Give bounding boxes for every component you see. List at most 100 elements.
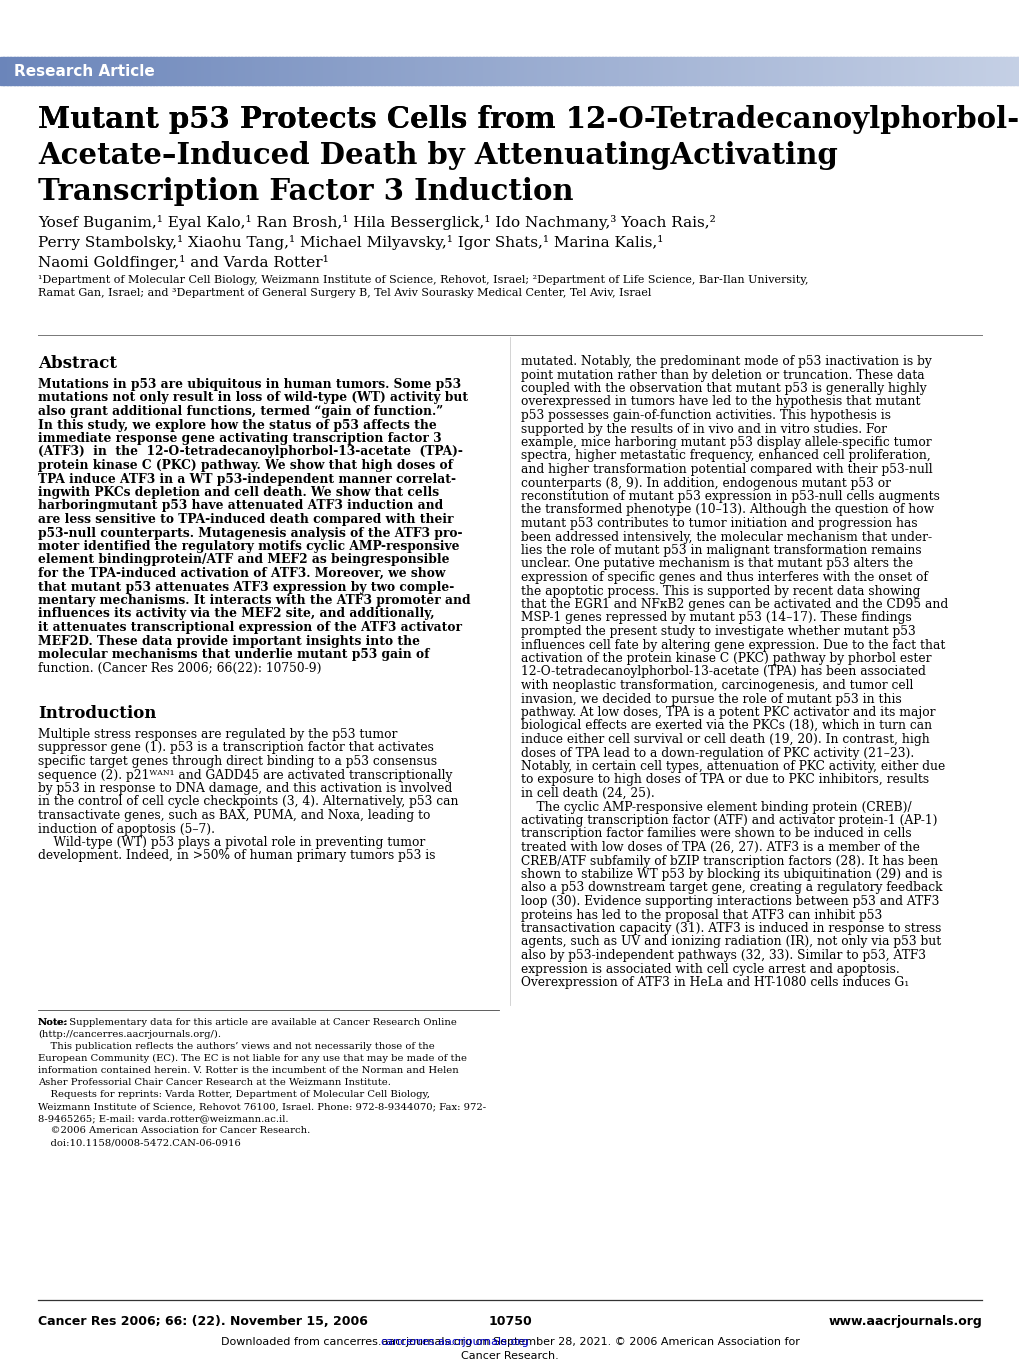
Text: counterparts (8, 9). In addition, endogenous mutant p53 or: counterparts (8, 9). In addition, endoge…	[521, 476, 891, 490]
Bar	[252, 57, 256, 85]
Text: transcription factor families were shown to be induced in cells: transcription factor families were shown…	[521, 827, 911, 841]
Bar	[680, 57, 684, 85]
Text: Research Article: Research Article	[14, 64, 155, 79]
Bar	[527, 57, 531, 85]
Bar	[343, 57, 347, 85]
Bar	[683, 57, 687, 85]
Bar	[792, 57, 796, 85]
Text: Perry Stambolsky,¹ Xiaohu Tang,¹ Michael Milyavsky,¹ Igor Shats,¹ Marina Kalis,¹: Perry Stambolsky,¹ Xiaohu Tang,¹ Michael…	[38, 235, 662, 250]
Bar	[815, 57, 819, 85]
Bar	[581, 57, 585, 85]
Bar	[547, 57, 551, 85]
Text: influences its activity via the MEF2 site, and additionally,: influences its activity via the MEF2 sit…	[38, 607, 434, 621]
Bar	[408, 57, 412, 85]
Bar	[74, 57, 79, 85]
Bar	[904, 57, 908, 85]
Bar	[333, 57, 337, 85]
Bar	[710, 57, 714, 85]
Bar	[418, 57, 422, 85]
Bar	[594, 57, 599, 85]
Bar	[571, 57, 575, 85]
Bar	[553, 57, 558, 85]
Bar	[812, 57, 816, 85]
Text: point mutation rather than by deletion or truncation. These data: point mutation rather than by deletion o…	[521, 369, 923, 381]
Bar	[897, 57, 901, 85]
Bar	[856, 57, 860, 85]
Text: invasion, we decided to pursue the role of mutant p53 in this: invasion, we decided to pursue the role …	[521, 692, 901, 706]
Text: spectra, higher metastatic frequency, enhanced cell proliferation,: spectra, higher metastatic frequency, en…	[521, 449, 930, 463]
Text: sequence (2). p21ᵂᴬᴺ¹ and GADD45 are activated transcriptionally: sequence (2). p21ᵂᴬᴺ¹ and GADD45 are act…	[38, 768, 452, 782]
Bar	[285, 57, 289, 85]
Text: Requests for reprints: Varda Rotter, Department of Molecular Cell Biology,: Requests for reprints: Varda Rotter, Dep…	[38, 1091, 430, 1099]
Bar	[988, 57, 993, 85]
Text: harboringmutant p53 have attenuated ATF3 induction and: harboringmutant p53 have attenuated ATF3…	[38, 500, 443, 512]
Bar	[513, 57, 518, 85]
Text: reconstitution of mutant p53 expression in p53-null cells augments: reconstitution of mutant p53 expression …	[521, 490, 938, 502]
Bar	[54, 57, 59, 85]
Bar	[828, 57, 834, 85]
Bar	[930, 57, 935, 85]
Bar	[510, 57, 514, 85]
Bar	[741, 57, 745, 85]
Text: overexpressed in tumors have led to the hypothesis that mutant: overexpressed in tumors have led to the …	[521, 396, 919, 408]
Bar	[985, 57, 989, 85]
Bar	[68, 57, 72, 85]
Bar	[61, 57, 65, 85]
Bar	[51, 57, 55, 85]
Bar	[282, 57, 286, 85]
Bar	[390, 57, 395, 85]
Bar	[833, 57, 837, 85]
Bar	[632, 57, 636, 85]
Text: mutant p53 contributes to tumor initiation and progression has: mutant p53 contributes to tumor initiati…	[521, 517, 917, 530]
Bar	[125, 57, 130, 85]
Bar	[153, 57, 157, 85]
Bar	[584, 57, 589, 85]
Bar	[771, 57, 775, 85]
Bar	[299, 57, 304, 85]
Text: treated with low doses of TPA (26, 27). ATF3 is a member of the: treated with low doses of TPA (26, 27). …	[521, 841, 919, 854]
Text: Mutant p53 Protects Cells from 12-: Mutant p53 Protects Cells from 12-	[38, 105, 618, 134]
Text: information contained herein. V. Rotter is the incumbent of the Norman and Helen: information contained herein. V. Rotter …	[38, 1066, 459, 1076]
Bar	[357, 57, 361, 85]
Bar	[7, 57, 11, 85]
Bar	[887, 57, 891, 85]
Text: ¹Department of Molecular Cell Biology, Weizmann Institute of Science, Rehovot, I: ¹Department of Molecular Cell Biology, W…	[38, 274, 808, 285]
Text: also by p53-independent pathways (32, 33). Similar to p53, ATF3: also by p53-independent pathways (32, 33…	[521, 949, 925, 962]
Text: transactivate genes, such as BAX, PUMA, and Noxa, leading to: transactivate genes, such as BAX, PUMA, …	[38, 809, 430, 822]
Bar	[17, 57, 21, 85]
Text: proteins has led to the proposal that ATF3 can inhibit p53: proteins has led to the proposal that AT…	[521, 909, 881, 921]
Bar	[492, 57, 497, 85]
Bar	[160, 57, 164, 85]
Bar	[214, 57, 218, 85]
Bar	[764, 57, 768, 85]
Text: coupled with the observation that mutant p53 is generally highly: coupled with the observation that mutant…	[521, 382, 925, 394]
Bar	[303, 57, 307, 85]
Bar	[673, 57, 677, 85]
Text: that the EGR1 and NFκB2 genes can be activated and the CD95 and: that the EGR1 and NFκB2 genes can be act…	[521, 598, 948, 612]
Text: MEF2D. These data provide important insights into the: MEF2D. These data provide important insi…	[38, 635, 420, 647]
Bar	[425, 57, 429, 85]
Bar	[23, 57, 29, 85]
Bar	[360, 57, 365, 85]
Bar	[937, 57, 942, 85]
Bar	[645, 57, 650, 85]
Bar	[540, 57, 544, 85]
Text: mutations not only result in loss of wild-type (WT) activity but: mutations not only result in loss of wil…	[38, 392, 468, 404]
Bar	[326, 57, 330, 85]
Bar	[999, 57, 1003, 85]
Text: Note:: Note:	[38, 1018, 68, 1026]
Bar	[754, 57, 758, 85]
Text: it attenuates transcriptional expression of the ATF3 activator: it attenuates transcriptional expression…	[38, 621, 462, 633]
Text: protein kinase C (PKC) pathway. We show that high doses of: protein kinase C (PKC) pathway. We show …	[38, 459, 452, 472]
Bar	[119, 57, 123, 85]
Text: immediate response gene activating transcription factor 3: immediate response gene activating trans…	[38, 431, 441, 445]
Bar	[706, 57, 711, 85]
Bar	[795, 57, 799, 85]
Bar	[731, 57, 735, 85]
Bar	[859, 57, 864, 85]
Bar	[313, 57, 317, 85]
Bar	[445, 57, 449, 85]
Bar	[336, 57, 340, 85]
Bar	[747, 57, 752, 85]
Bar	[863, 57, 867, 85]
